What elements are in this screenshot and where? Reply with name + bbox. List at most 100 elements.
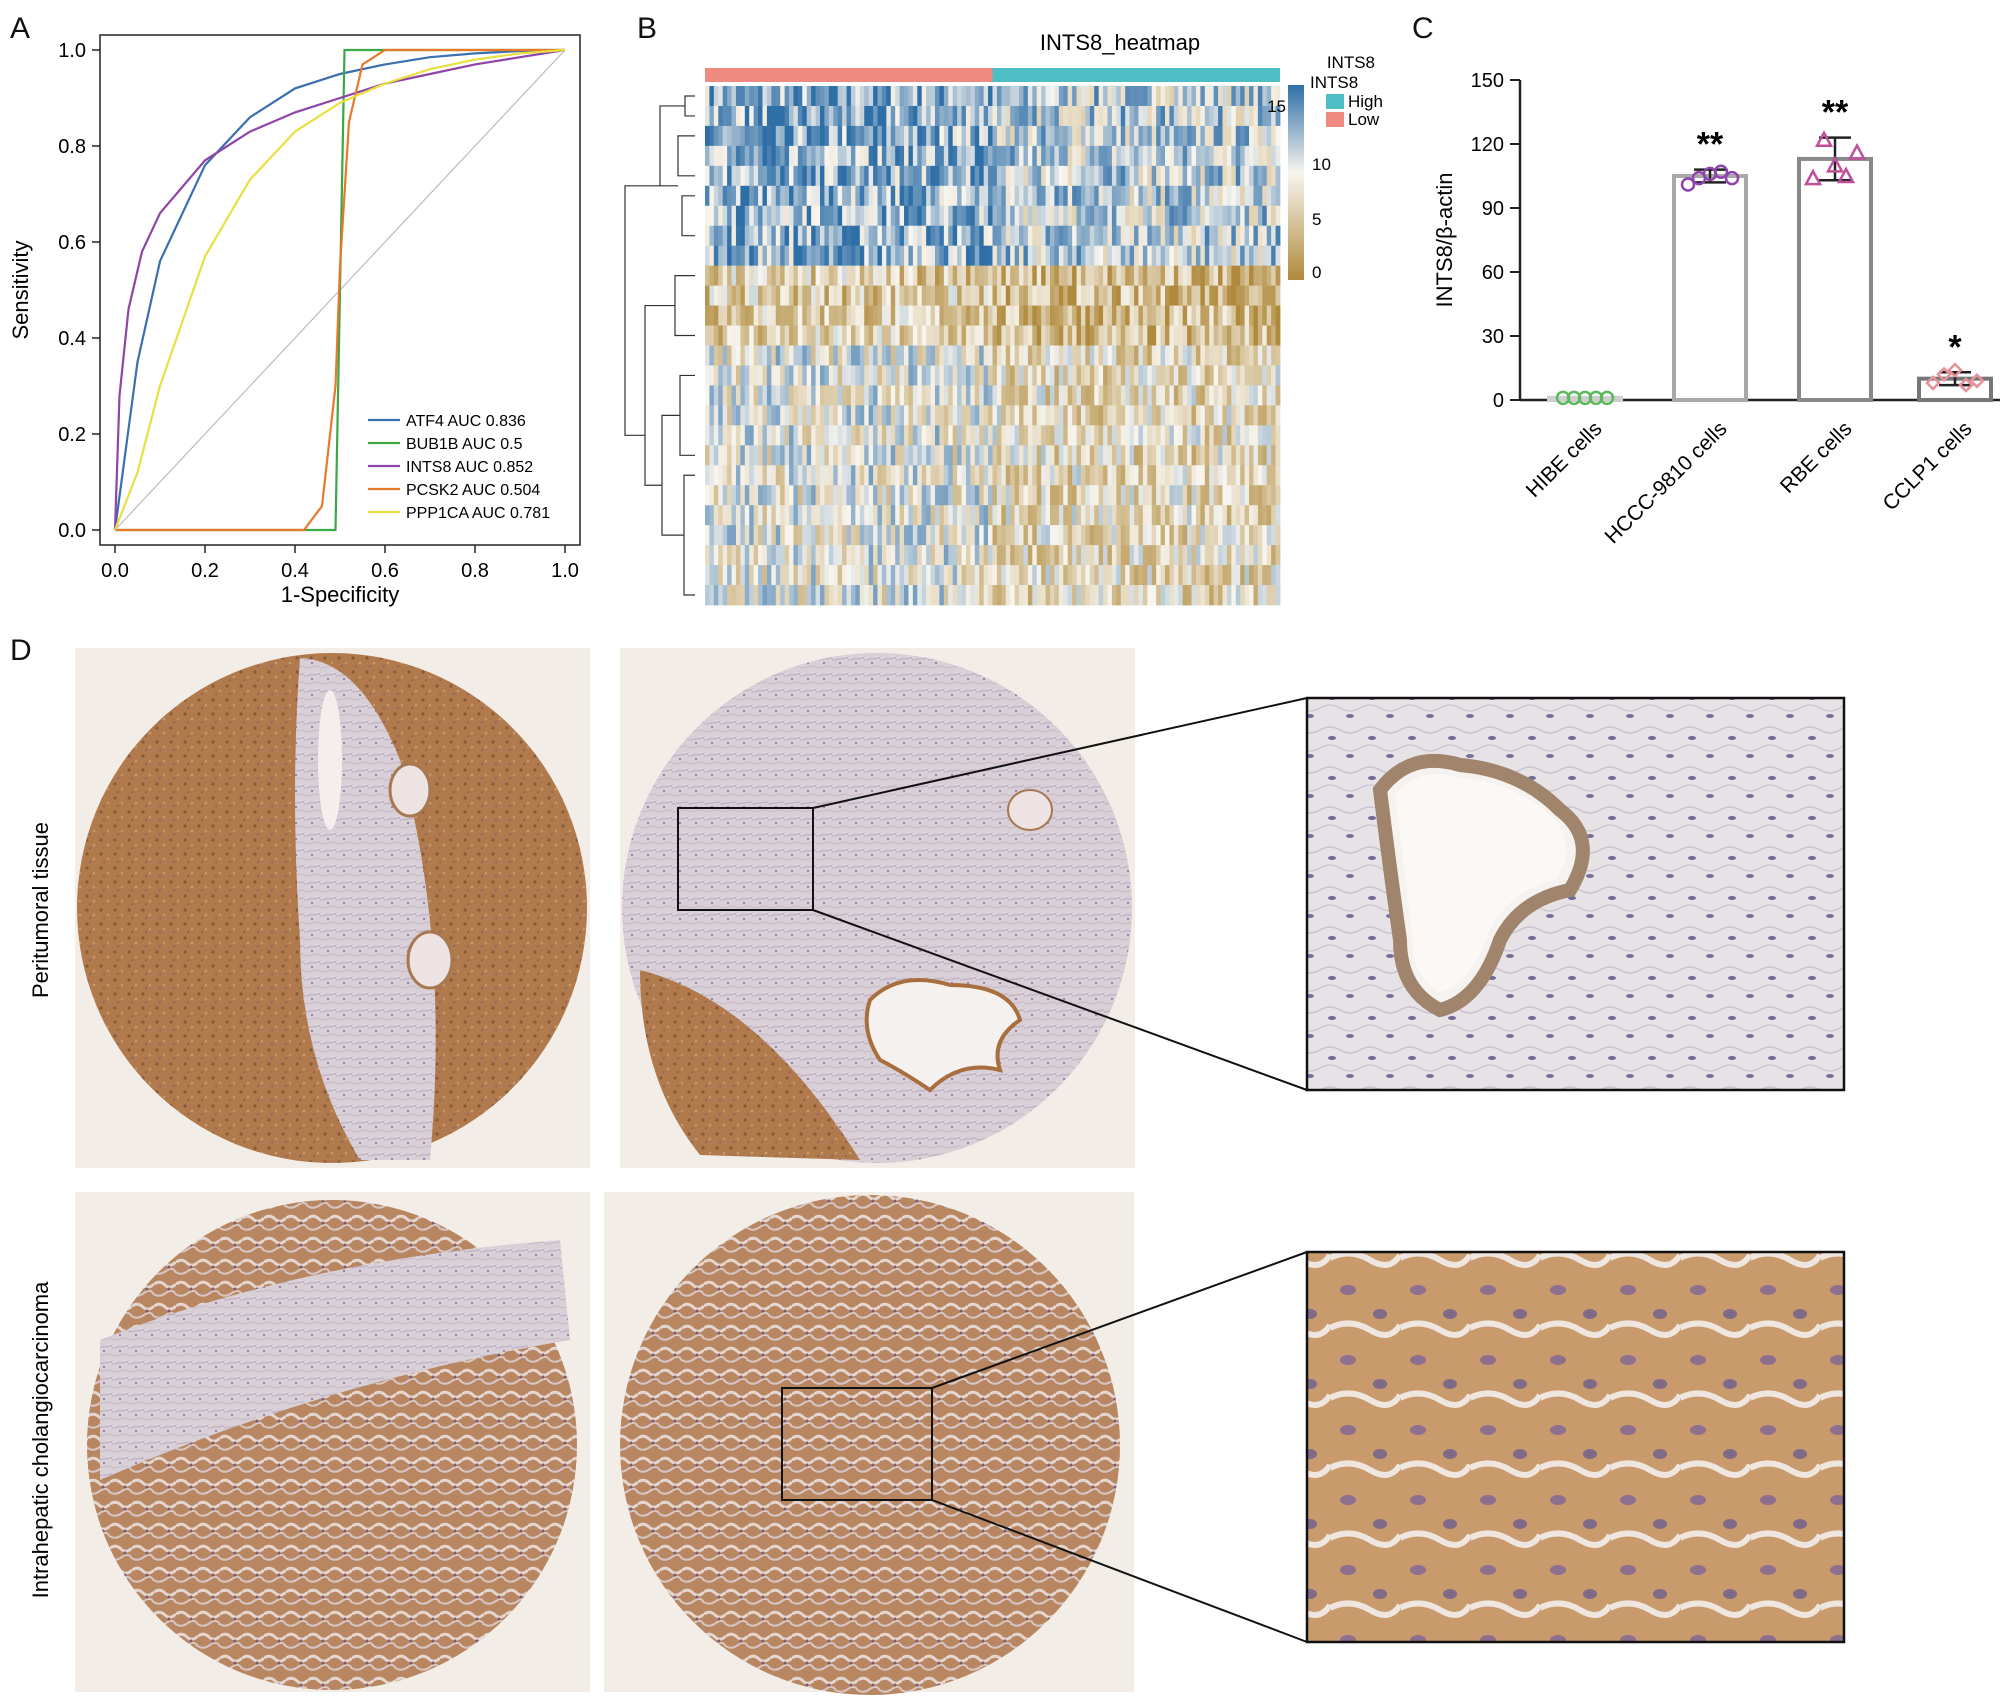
heatmap-cell bbox=[1027, 365, 1033, 386]
heatmap-cell bbox=[1235, 565, 1241, 586]
heatmap-cell bbox=[930, 245, 936, 267]
heatmap-cell bbox=[992, 265, 998, 287]
heatmap-cell bbox=[926, 445, 931, 466]
heatmap-cell bbox=[930, 465, 936, 486]
heatmap-cell bbox=[1041, 505, 1046, 526]
heatmap-cell bbox=[758, 86, 763, 107]
heatmap-cell bbox=[1147, 265, 1153, 287]
heatmap-cell bbox=[1173, 325, 1179, 346]
heatmap-cell bbox=[926, 245, 931, 267]
heatmap-cell bbox=[908, 465, 914, 486]
heatmap-cell bbox=[740, 525, 746, 546]
heatmap-cell bbox=[833, 485, 839, 506]
heatmap-cell bbox=[930, 125, 936, 147]
heatmap-cell bbox=[1160, 205, 1166, 227]
heatmap-cell bbox=[722, 465, 728, 486]
heatmap-cell bbox=[1249, 485, 1254, 506]
heatmap-cell bbox=[1235, 205, 1241, 227]
heatmap-cell bbox=[735, 525, 741, 546]
heatmap-cell bbox=[1147, 325, 1153, 346]
heatmap-cell bbox=[1027, 465, 1033, 486]
heatmap-cell bbox=[1098, 245, 1104, 267]
heatmap-cell bbox=[935, 425, 940, 446]
heatmap-cell bbox=[1249, 305, 1254, 326]
heatmap-cell bbox=[957, 345, 962, 366]
heatmap-cell bbox=[731, 325, 737, 346]
heatmap-cell bbox=[873, 405, 878, 426]
heatmap-cell bbox=[820, 205, 825, 227]
heatmap-cell bbox=[904, 165, 909, 187]
heatmap-cell bbox=[948, 505, 954, 526]
heatmap-cell bbox=[899, 505, 905, 526]
heatmap-cell bbox=[709, 285, 715, 306]
heatmap-cell bbox=[1080, 165, 1086, 187]
heatmap-cell bbox=[1054, 585, 1060, 606]
heatmap-cell bbox=[1027, 145, 1033, 167]
heatmap-cell bbox=[1209, 425, 1215, 446]
heatmap-cell bbox=[850, 125, 856, 147]
heatmap-cell bbox=[811, 325, 816, 346]
heatmap-cell bbox=[1111, 225, 1117, 247]
heatmap-cell bbox=[1032, 525, 1038, 546]
heatmap-cell bbox=[1023, 165, 1029, 187]
heatmap-cell bbox=[709, 105, 715, 127]
heatmap-cell bbox=[988, 165, 993, 187]
heatmap-cell bbox=[1125, 225, 1131, 247]
heatmap-cell bbox=[1165, 365, 1170, 386]
heatmap-cell bbox=[886, 305, 892, 326]
heatmap-cell bbox=[775, 565, 781, 586]
heatmap-cell bbox=[1275, 165, 1281, 187]
heatmap-cell bbox=[740, 545, 746, 566]
heatmap-cell bbox=[1262, 145, 1268, 167]
heatmap-cell bbox=[868, 305, 874, 326]
heatmap-cell bbox=[1156, 445, 1161, 466]
heatmap-cell bbox=[890, 305, 896, 326]
heatmap-cell bbox=[749, 285, 755, 306]
heatmap-cell bbox=[740, 445, 746, 466]
heatmap-cell bbox=[1213, 125, 1219, 147]
heatmap-cell bbox=[917, 125, 923, 147]
heatmap-cell bbox=[970, 325, 976, 346]
heatmap-cell bbox=[1116, 405, 1122, 426]
heatmap-cell bbox=[1266, 525, 1272, 546]
heatmap-cell bbox=[1036, 365, 1042, 386]
heatmap-cell bbox=[833, 205, 839, 227]
heatmap-cell bbox=[1271, 325, 1276, 346]
heatmap-cell bbox=[842, 385, 847, 406]
heatmap-cell bbox=[705, 425, 710, 446]
heatmap-cell bbox=[1262, 485, 1268, 506]
heatmap-cell bbox=[820, 525, 825, 546]
heatmap-cell bbox=[1178, 325, 1184, 346]
heatmap-cell bbox=[961, 145, 967, 167]
heatmap-cell bbox=[709, 445, 715, 466]
heatmap-cell bbox=[797, 225, 803, 247]
heatmap-cell bbox=[833, 86, 839, 107]
heatmap-cell bbox=[921, 365, 927, 386]
heatmap-cell bbox=[899, 86, 905, 107]
heatmap-cell bbox=[1209, 405, 1215, 426]
heatmap-cell bbox=[1266, 325, 1272, 346]
bar-y-tick-label: 60 bbox=[1482, 262, 1504, 284]
heatmap-cell bbox=[1271, 105, 1276, 127]
heatmap-cell bbox=[1054, 86, 1060, 107]
heatmap-cell bbox=[1138, 545, 1144, 566]
heatmap-cell bbox=[1129, 565, 1135, 586]
heatmap-cell bbox=[1072, 485, 1077, 506]
legend-low-label: Low bbox=[1348, 110, 1380, 129]
heatmap-cell bbox=[1085, 585, 1091, 606]
heatmap-cell bbox=[948, 265, 954, 287]
heatmap-cell bbox=[974, 105, 980, 127]
heatmap-cell bbox=[815, 425, 821, 446]
heatmap-cell bbox=[1200, 105, 1206, 127]
heatmap-cell bbox=[828, 105, 834, 127]
heatmap-cell bbox=[859, 565, 865, 586]
heatmap-cell bbox=[873, 125, 878, 147]
heatmap-cell bbox=[1089, 525, 1095, 546]
heatmap-cell bbox=[943, 145, 949, 167]
heatmap-cell bbox=[1187, 545, 1192, 566]
heatmap-cell bbox=[1271, 165, 1276, 187]
heatmap-cell bbox=[1187, 405, 1192, 426]
heatmap-cell bbox=[1209, 245, 1215, 267]
heatmap-cell bbox=[1111, 585, 1117, 606]
heatmap-cell bbox=[895, 525, 901, 546]
